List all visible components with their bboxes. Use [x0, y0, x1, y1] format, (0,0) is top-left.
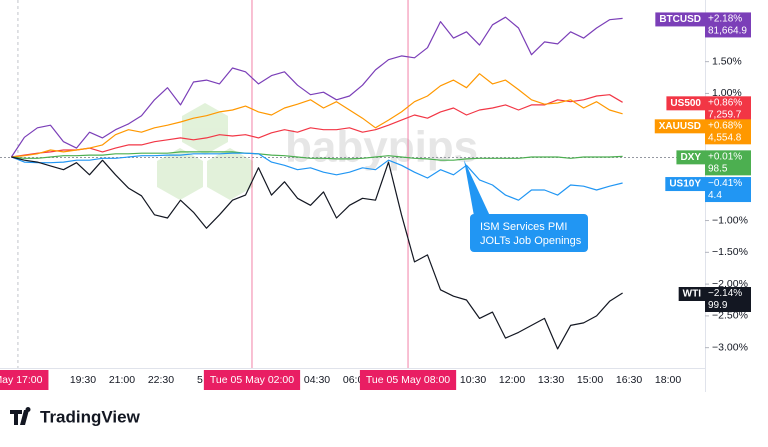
- y-tick-label: 1.00%: [712, 87, 742, 99]
- branding: TradingView: [10, 407, 141, 426]
- series-labels: BTCUSD +2.18%81,664.9 US500 +0.86%7,259.7 XA…: [654, 12, 751, 313]
- y-tick-label: −3.00%: [712, 341, 748, 353]
- series-name-label: DXY: [680, 152, 701, 163]
- value-label-box: [705, 177, 751, 203]
- annotation-text: JOLTs Job Openings: [480, 235, 582, 247]
- annotation: ISM Services PMI JOLTs Job Openings: [464, 160, 588, 252]
- price-label: 4.4: [708, 190, 722, 201]
- hexagon: [207, 148, 253, 200]
- hexagon: [182, 103, 228, 155]
- branding-text: TradingView: [40, 407, 141, 426]
- y-axis: 1.50% 1.00% −1.00% −1.50% −2.00% −2.50% −3.00%: [705, 55, 748, 353]
- price-label: 7,259.7: [708, 109, 742, 120]
- x-tick-label: 10:30: [460, 374, 486, 386]
- change-label: −2.14%: [708, 288, 742, 299]
- value-label-box: [705, 150, 751, 176]
- x-tick-label: 5: [197, 374, 203, 386]
- x-tick-label: 04:30: [304, 374, 330, 386]
- annotation-text: ISM Services PMI: [480, 221, 567, 233]
- series-name-label: XAUUSD: [659, 121, 701, 132]
- x-tick-label: 22:30: [148, 374, 174, 386]
- series-line: [11, 73, 623, 158]
- series-line: [11, 152, 623, 201]
- x-tick-label: May 17:00: [0, 374, 43, 386]
- series-name-box: [655, 12, 705, 27]
- series-name-box: [654, 119, 705, 134]
- watermark-logo: [157, 103, 253, 200]
- markers: [17, 0, 409, 368]
- x-tick-label: 18:00: [655, 374, 681, 386]
- x-marker-highlight: [0, 370, 49, 390]
- x-marker-highlight: [359, 370, 457, 390]
- y-tick-label: −1.00%: [712, 214, 748, 226]
- price-label: 99.9: [708, 300, 728, 311]
- x-tick-label: 13:30: [538, 374, 564, 386]
- y-tick-label: 1.50%: [712, 55, 742, 67]
- x-tick-label: 21:00: [109, 374, 135, 386]
- price-label: 98.5: [708, 163, 728, 174]
- price-label: 81,664.9: [708, 26, 747, 37]
- change-label: −0.41%: [708, 178, 742, 189]
- annotation-pointer: [464, 160, 490, 216]
- x-tick-label: 16:30: [616, 374, 642, 386]
- hexagon: [157, 148, 203, 200]
- lines: [10, 16, 623, 350]
- series-name-box: [678, 287, 705, 302]
- x-tick-label: Tue 05 May 02:00: [210, 374, 294, 386]
- change-label: +0.01%: [708, 151, 742, 162]
- value-label-box: [705, 119, 751, 145]
- branding-logo: [10, 407, 31, 425]
- annotation-box: [470, 214, 588, 252]
- x-tick-label: Tue 05 May 08:00: [366, 374, 450, 386]
- series-name-box: [676, 150, 705, 165]
- series-name-label: WTI: [683, 289, 702, 300]
- series-name-label: BTCUSD: [659, 14, 701, 25]
- value-label-box: [705, 12, 751, 38]
- value-label-box: [705, 96, 751, 122]
- x-tick-label: 12:00: [499, 374, 525, 386]
- series-name-label: US500: [670, 98, 701, 109]
- series-line: [11, 151, 623, 161]
- price-label: 4,554.8: [708, 132, 742, 143]
- series-name-box: [666, 96, 705, 111]
- change-label: +0.86%: [708, 97, 742, 108]
- value-label-box: [705, 287, 751, 313]
- series-line: [11, 156, 623, 350]
- series-name-label: US10Y: [669, 179, 701, 190]
- series-name-box: [665, 177, 705, 192]
- y-tick-label: −1.50%: [712, 246, 748, 258]
- x-tick-label: 19:30: [70, 374, 96, 386]
- x-marker-highlight: [203, 370, 301, 390]
- y-tick-label: −2.00%: [712, 278, 748, 290]
- x-axis: May 17:00 19:30 21:00 22:30 5 Tue 05 May 02:0…: [0, 370, 681, 390]
- series-line: [11, 94, 623, 158]
- y-tick-label: −2.50%: [712, 310, 748, 322]
- change-label: +0.68%: [708, 120, 742, 131]
- series-line: [10, 16, 623, 158]
- change-label: +2.18%: [708, 14, 742, 25]
- watermark-text: babypips: [285, 123, 478, 172]
- x-tick-label: 15:00: [577, 374, 603, 386]
